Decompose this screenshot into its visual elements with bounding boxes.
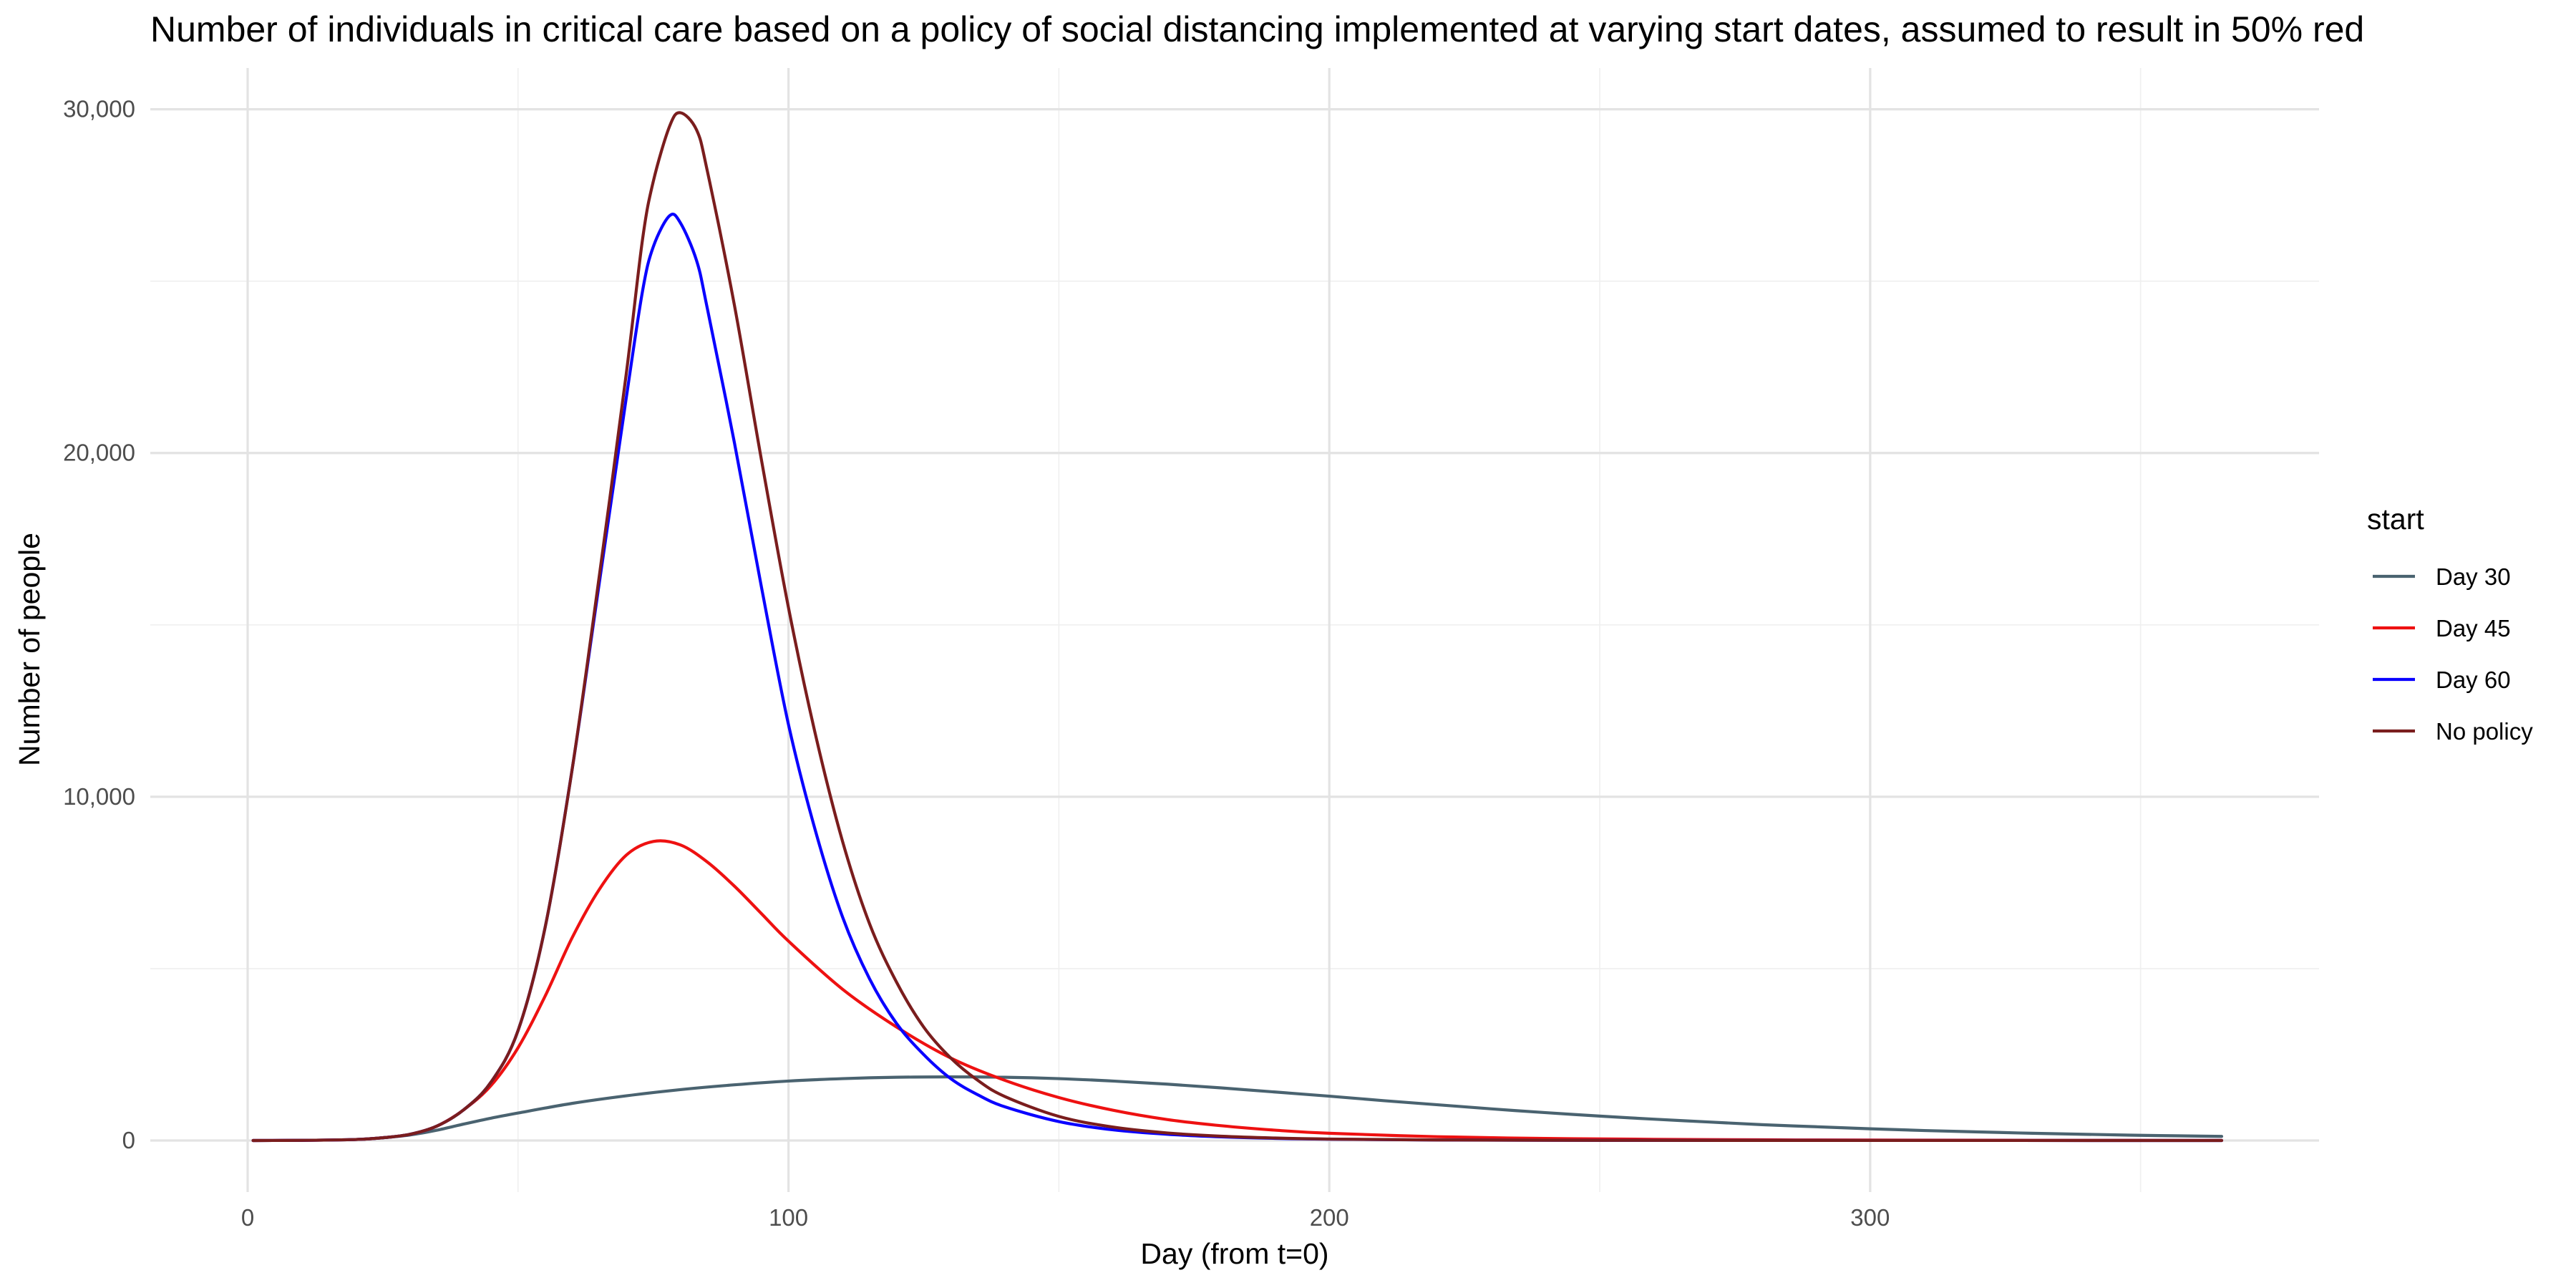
x-axis-tick-labels: 0 100 200 300 — [241, 1204, 1890, 1231]
y-tick-label-2: 20,000 — [63, 440, 135, 466]
chart-title: Number of individuals in critical care b… — [150, 9, 2364, 49]
legend-label-day-30: Day 30 — [2436, 563, 2511, 590]
series-line-no-policy — [251, 111, 2224, 1143]
series-line-day-30 — [251, 1075, 2224, 1143]
series-lines — [251, 111, 2224, 1143]
series-line-day-45 — [251, 839, 2224, 1143]
y-tick-label-1: 10,000 — [63, 783, 135, 810]
legend-label-day-60: Day 60 — [2436, 667, 2511, 693]
y-axis-tick-labels: 0 10,000 20,000 30,000 — [63, 96, 135, 1153]
y-tick-label-3: 30,000 — [63, 96, 135, 122]
grid-lines — [150, 68, 2319, 1192]
y-tick-label-0: 0 — [122, 1127, 135, 1153]
y-axis-title: Number of people — [13, 533, 46, 766]
x-axis-title: Day (from t=0) — [1140, 1237, 1328, 1270]
legend-label-no-policy: No policy — [2436, 718, 2533, 745]
series-line-day-60 — [251, 213, 2224, 1143]
x-tick-label-3: 300 — [1850, 1204, 1890, 1231]
legend: start Day 30 Day 45 Day 60 No policy — [2367, 503, 2533, 745]
x-tick-label-2: 200 — [1310, 1204, 1349, 1231]
x-tick-label-0: 0 — [241, 1204, 254, 1231]
legend-title: start — [2367, 503, 2424, 536]
x-tick-label-1: 100 — [769, 1204, 808, 1231]
legend-label-day-45: Day 45 — [2436, 615, 2511, 641]
